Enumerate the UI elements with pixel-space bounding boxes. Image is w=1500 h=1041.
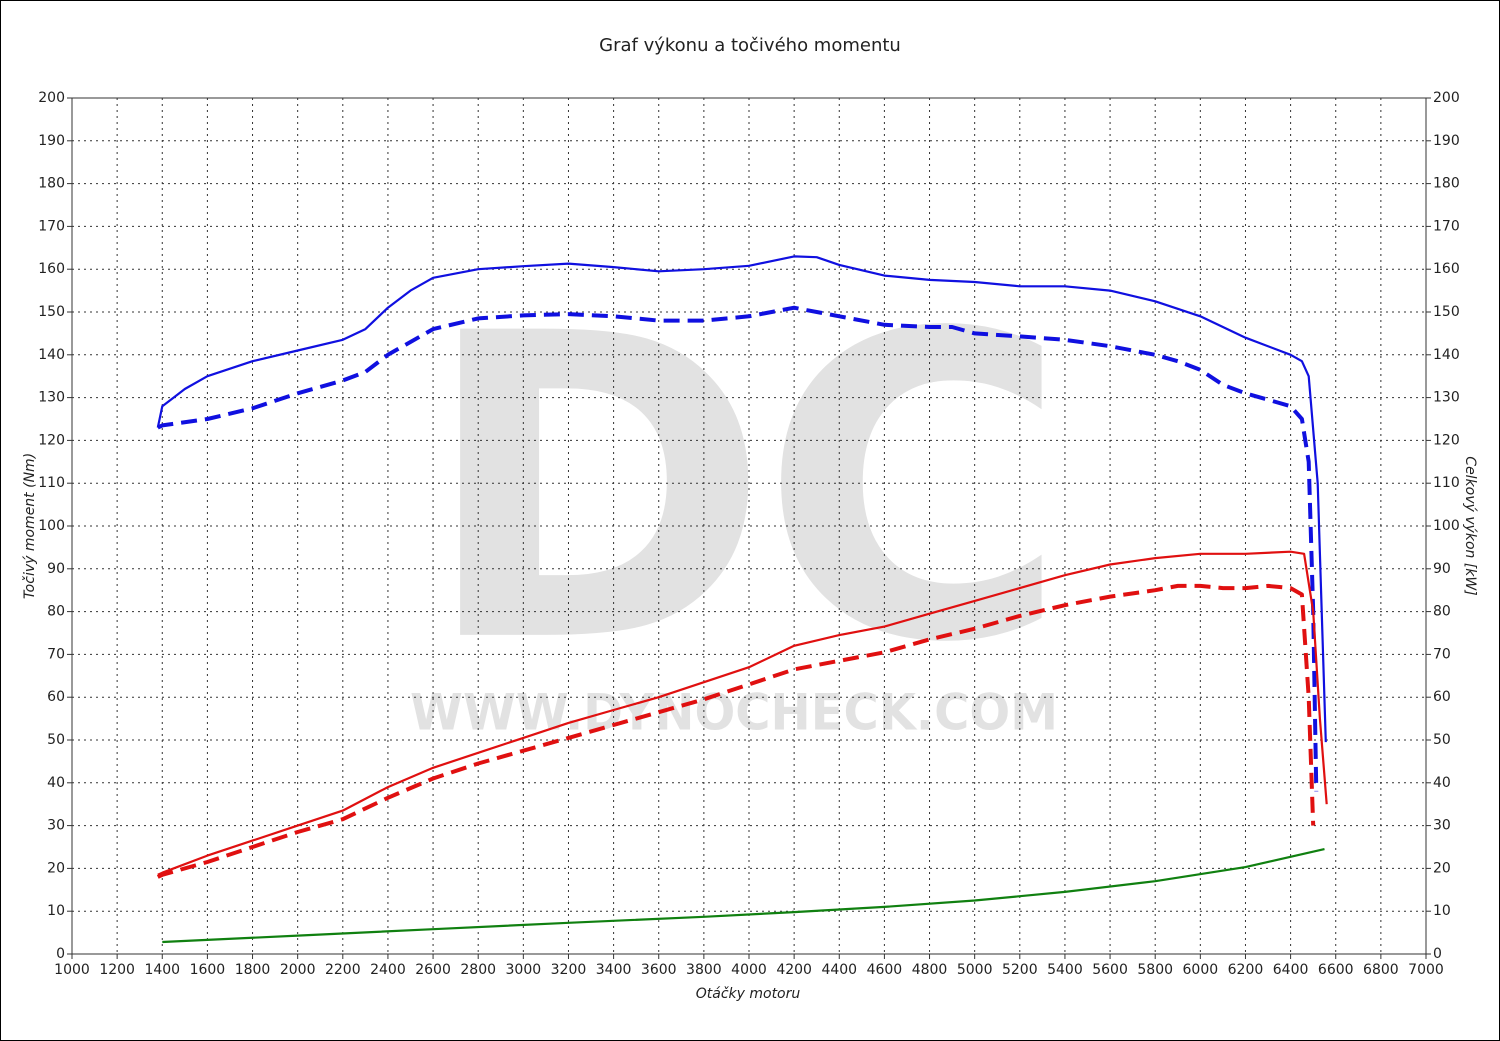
x-tick-label: 1400 [144,962,180,978]
x-tick-label: 1600 [190,962,226,978]
x-tick-label: 4400 [821,962,857,978]
y-tick-label: 20 [47,860,65,876]
y-tick-label: 170 [38,218,65,234]
x-tick-label: 5400 [1047,962,1083,978]
y2-tick-label: 60 [1433,689,1451,705]
series-line [156,305,1319,792]
x-tick-label: 4000 [731,962,767,978]
x-tick-label: 6800 [1363,962,1399,978]
y-tick-label: 30 [47,818,65,834]
y2-tick-label: 130 [1433,390,1460,406]
y-tick-label: 70 [47,646,65,662]
series-line [156,255,1327,743]
x-tick-label: 1200 [99,962,135,978]
y-tick-label: 140 [38,347,65,363]
x-tick-label: 2400 [370,962,406,978]
series-line [162,848,1325,944]
y-tick-label: 200 [38,90,65,106]
plot-border [71,97,1427,955]
y2-tick-label: 90 [1433,561,1451,577]
y2-tick-label: 150 [1433,304,1460,320]
y2-tick-label: 110 [1433,475,1460,491]
y-tick-label: 0 [56,946,65,962]
y2-tick-label: 170 [1433,218,1460,234]
y2-tick-label: 10 [1433,903,1451,919]
x-tick-label: 7000 [1408,962,1444,978]
x-tick-label: 3000 [506,962,542,978]
y-tick-label: 190 [38,133,65,149]
y-tick-label: 80 [47,604,65,620]
series-line [157,550,1328,876]
y-tick-label: 90 [47,561,65,577]
y2-tick-label: 80 [1433,604,1451,620]
x-tick-label: 1000 [54,962,90,978]
x-tick-label: 3400 [596,962,632,978]
x-tick-label: 3200 [551,962,587,978]
y2-tick-label: 200 [1433,90,1460,106]
y2-tick-label: 140 [1433,347,1460,363]
x-tick-label: 4600 [867,962,903,978]
x-tick-label: 2600 [415,962,451,978]
y-tick-label: 50 [47,732,65,748]
y2-axis-label: Celkový výkon [kW] [1462,456,1478,595]
y-tick-label: 100 [38,518,65,534]
x-tick-label: 1800 [235,962,271,978]
y-tick-label: 120 [38,432,65,448]
x-tick-label: 5200 [1002,962,1038,978]
y2-tick-label: 0 [1433,946,1442,962]
x-tick-label: 4200 [776,962,812,978]
y2-tick-label: 40 [1433,775,1451,791]
x-tick-label: 2000 [280,962,316,978]
x-tick-label: 5800 [1137,962,1173,978]
watermark-url: WWW.DYNOCHECK.COM [410,684,1058,742]
x-axis-label: Otáčky motoru [696,986,801,1002]
x-tick-label: 6200 [1228,962,1264,978]
x-tick-label: 2200 [325,962,361,978]
chart-title: Graf výkonu a točivého momentu [599,35,901,56]
y-axis-label: Točivý moment (Nm) [22,453,38,599]
y2-tick-label: 50 [1433,732,1451,748]
x-tick-label: 2800 [460,962,496,978]
y2-tick-label: 20 [1433,860,1451,876]
x-tick-label: 4800 [912,962,948,978]
x-tick-label: 6000 [1183,962,1219,978]
y2-tick-label: 190 [1433,133,1460,149]
y2-tick-label: 120 [1433,432,1460,448]
x-tick-label: 3800 [686,962,722,978]
y2-tick-label: 70 [1433,646,1451,662]
watermark-logo: DC [422,246,1059,735]
x-tick-label: 5600 [1092,962,1128,978]
x-tick-label: 6400 [1273,962,1309,978]
y-tick-label: 110 [38,475,65,491]
x-tick-label: 3600 [641,962,677,978]
y2-tick-label: 180 [1433,176,1460,192]
y2-tick-label: 160 [1433,261,1460,277]
y2-tick-label: 30 [1433,818,1451,834]
x-tick-label: 5000 [957,962,993,978]
y-tick-label: 180 [38,176,65,192]
y-tick-label: 40 [47,775,65,791]
x-tick-label: 6600 [1318,962,1354,978]
y2-tick-label: 100 [1433,518,1460,534]
y-tick-label: 10 [47,903,65,919]
y-tick-label: 60 [47,689,65,705]
y-tick-label: 130 [38,390,65,406]
y-tick-label: 150 [38,304,65,320]
y-tick-label: 160 [38,261,65,277]
